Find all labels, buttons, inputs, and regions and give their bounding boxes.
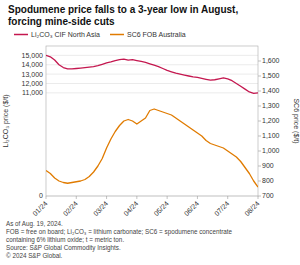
y2-tick-label: 800: [262, 177, 274, 184]
x-tick-label: 05/24: [153, 200, 170, 217]
y2-tick: [258, 151, 261, 152]
y-tick-label: 13,000: [22, 71, 44, 78]
title-line: Spodumene price falls to a 3-year low in…: [8, 4, 238, 15]
footnote: As of Aug. 19, 2024.: [6, 220, 63, 228]
x-tick-label: 02/24: [62, 200, 79, 217]
y2-tick: [258, 196, 261, 197]
x-tick: [227, 196, 228, 199]
y2-tick: [258, 136, 261, 137]
grid-line: [46, 55, 258, 56]
x-tick-label: 08/24: [243, 200, 260, 217]
y-tick-label: 12,000: [22, 80, 44, 87]
x-tick: [167, 196, 168, 199]
y2-tick: [258, 91, 261, 92]
y2-tick: [258, 106, 261, 107]
y2-tick-label: 1,100: [262, 132, 280, 139]
title-line: forcing mine-side cuts: [8, 16, 115, 27]
x-tick-label: 01/24: [31, 200, 48, 217]
legend-entry: SC6 FOB Australia: [127, 31, 186, 38]
grid-line: [46, 74, 258, 75]
title: Spodumene price falls to a 3-year low in…: [8, 4, 238, 27]
footnote: containing 6% lithium oxide; t = metric …: [6, 236, 124, 244]
y2-tick-label: 1,500: [262, 72, 280, 79]
series-line: [46, 109, 258, 187]
x-tick: [46, 196, 47, 199]
x-tick: [106, 196, 107, 199]
y2-axis-label: SC6 price ($/t): [292, 98, 300, 143]
x-tick: [76, 196, 77, 199]
y2-tick-label: 900: [262, 162, 274, 169]
y-tick-label: 0: [39, 192, 43, 199]
plot-frame: [46, 46, 258, 196]
grid-line: [46, 83, 258, 84]
x-tick-label: 06/24: [183, 200, 200, 217]
y2-tick: [258, 61, 261, 62]
series-line: [46, 55, 258, 93]
y2-tick: [258, 166, 261, 167]
legend-swatch: [14, 34, 28, 36]
y-tick-label: 11,000: [22, 89, 43, 96]
y2-tick: [258, 121, 261, 122]
x-tick-label: 07/24: [213, 200, 230, 217]
plot-area: [46, 55, 258, 187]
y2-tick-label: 1,000: [262, 147, 280, 154]
y2-tick-label: 700: [262, 192, 274, 199]
y2-tick-label: 1,400: [262, 87, 280, 94]
y-tick-label: 15,000: [22, 52, 44, 59]
x-tick-label: 03/24: [92, 200, 109, 217]
y-axis-label: Li₂CO₃ price ($/t): [2, 94, 10, 147]
grid-line: [46, 92, 258, 93]
legend-swatch: [110, 34, 124, 36]
y2-tick-label: 1,600: [262, 57, 280, 64]
y2-tick-label: 1,300: [262, 102, 280, 109]
chart: Spodumene price falls to a 3-year low in…: [0, 0, 300, 265]
x-tick: [136, 196, 137, 199]
footnote: © 2024 S&P Global.: [6, 252, 63, 259]
y2-tick: [258, 76, 261, 77]
y2-tick: [258, 181, 261, 182]
y2-tick-label: 1,200: [262, 117, 280, 124]
x-tick-label: 04/24: [122, 200, 139, 217]
legend-entry: Li₂CO₃ CIF North Asia: [31, 31, 100, 38]
y-tick-label: 14,000: [22, 61, 44, 68]
x-tick: [258, 196, 259, 199]
x-tick: [197, 196, 198, 199]
footnote: FOB = free on board; Li₂CO₃ = lithium ca…: [6, 228, 233, 236]
footnote: Source: S&P Global Commodity Insights.: [6, 244, 121, 252]
